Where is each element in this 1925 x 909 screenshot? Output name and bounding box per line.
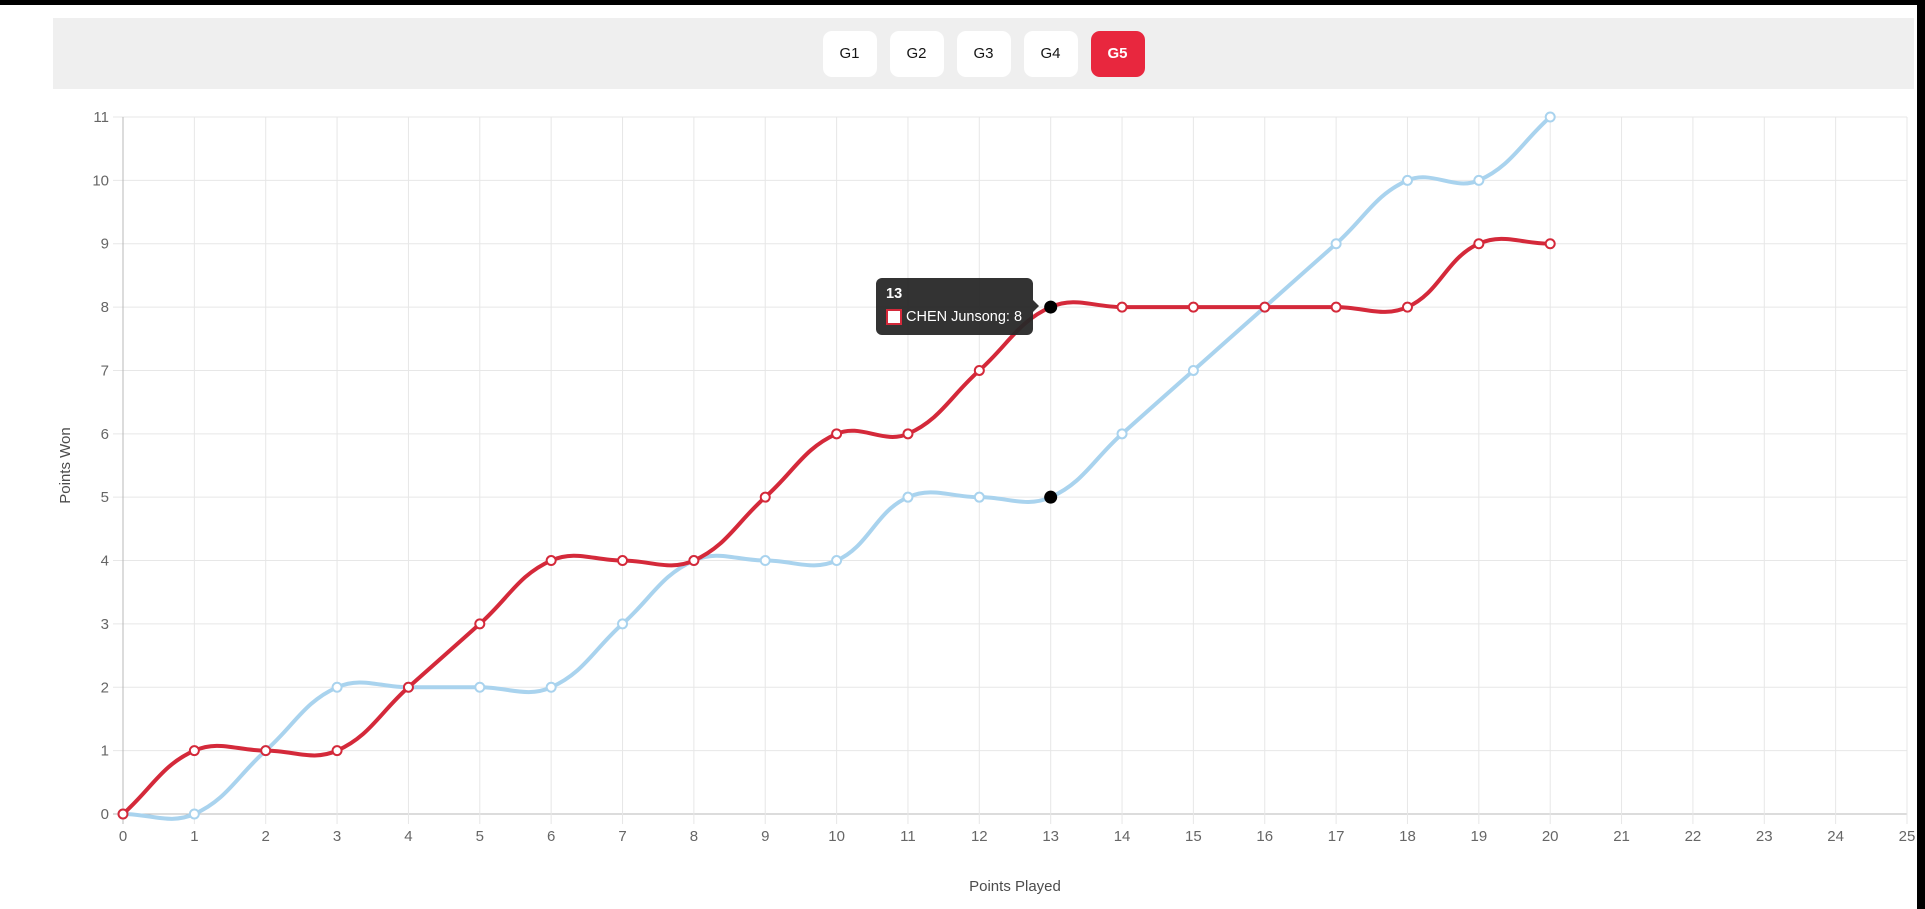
game-tab-group: G1 G2 G3 G4 G5 — [822, 30, 1145, 77]
svg-text:2: 2 — [101, 679, 109, 696]
svg-text:8: 8 — [101, 299, 109, 316]
svg-text:19: 19 — [1470, 828, 1487, 845]
tooltip-title: 13 — [886, 286, 903, 302]
svg-text:16: 16 — [1256, 828, 1273, 845]
svg-text:18: 18 — [1399, 828, 1416, 845]
tooltip-series-colorbox-icon — [886, 309, 902, 326]
x-axis-title: Points Played — [969, 878, 1061, 895]
svg-text:10: 10 — [828, 828, 845, 845]
svg-text:8: 8 — [690, 828, 698, 845]
svg-text:4: 4 — [101, 553, 109, 570]
tab-g2[interactable]: G2 — [889, 30, 944, 77]
svg-text:23: 23 — [1756, 828, 1773, 845]
svg-text:6: 6 — [101, 426, 109, 443]
svg-text:0: 0 — [119, 828, 127, 845]
svg-text:2: 2 — [262, 828, 270, 845]
tooltip-series-value: CHEN Junsong: 8 — [906, 308, 1023, 325]
series-points-chen-junsong[interactable] — [117, 238, 1556, 820]
tab-g5[interactable]: G5 — [1090, 30, 1145, 77]
svg-text:5: 5 — [476, 828, 484, 845]
svg-text:9: 9 — [101, 236, 109, 253]
tab-g4[interactable]: G4 — [1023, 30, 1078, 77]
tooltip-row: CHEN Junsong: 8 — [886, 308, 1022, 327]
game-tab-bar: G1 G2 G3 G4 G5 — [53, 18, 1914, 89]
svg-text:3: 3 — [101, 616, 109, 633]
svg-text:3: 3 — [333, 828, 341, 845]
svg-text:11: 11 — [900, 828, 916, 845]
chart-tooltip: 13 CHEN Junsong: 8 — [876, 278, 1040, 335]
y-axis-tick-labels: 0 1 2 3 4 5 6 7 8 9 10 11 — [92, 109, 109, 823]
svg-text:14: 14 — [1114, 828, 1131, 845]
series-line-opponent — [121, 115, 1553, 821]
svg-text:15: 15 — [1185, 828, 1202, 845]
svg-text:25: 25 — [1899, 828, 1916, 845]
svg-text:1: 1 — [101, 743, 109, 760]
svg-text:4: 4 — [404, 828, 412, 845]
svg-text:6: 6 — [547, 828, 555, 845]
x-axis-tick-labels: 0 1 2 3 4 5 6 7 8 9 10 11 12 13 14 15 16 17 18 19 20 21 22 23 24… — [119, 828, 1916, 845]
svg-text:17: 17 — [1328, 828, 1345, 845]
svg-text:22: 22 — [1685, 828, 1702, 845]
window-right-edge — [1917, 0, 1925, 909]
svg-text:10: 10 — [92, 172, 109, 189]
svg-text:7: 7 — [101, 362, 109, 379]
chart-grid — [113, 116, 1908, 824]
svg-text:1: 1 — [190, 828, 198, 845]
svg-text:5: 5 — [101, 489, 109, 506]
svg-text:0: 0 — [101, 806, 109, 823]
svg-text:12: 12 — [971, 828, 988, 845]
svg-text:13: 13 — [1042, 828, 1059, 845]
y-axis-title: Points Won — [57, 427, 74, 503]
highlighted-points[interactable] — [1044, 300, 1058, 504]
svg-text:11: 11 — [93, 109, 109, 126]
svg-text:24: 24 — [1827, 828, 1844, 845]
svg-text:7: 7 — [618, 828, 626, 845]
tab-g1[interactable]: G1 — [822, 30, 877, 77]
svg-text:21: 21 — [1613, 828, 1630, 845]
window-top-edge — [0, 0, 1925, 5]
svg-text:20: 20 — [1542, 828, 1559, 845]
svg-text:9: 9 — [761, 828, 769, 845]
tab-g3[interactable]: G3 — [956, 30, 1011, 77]
